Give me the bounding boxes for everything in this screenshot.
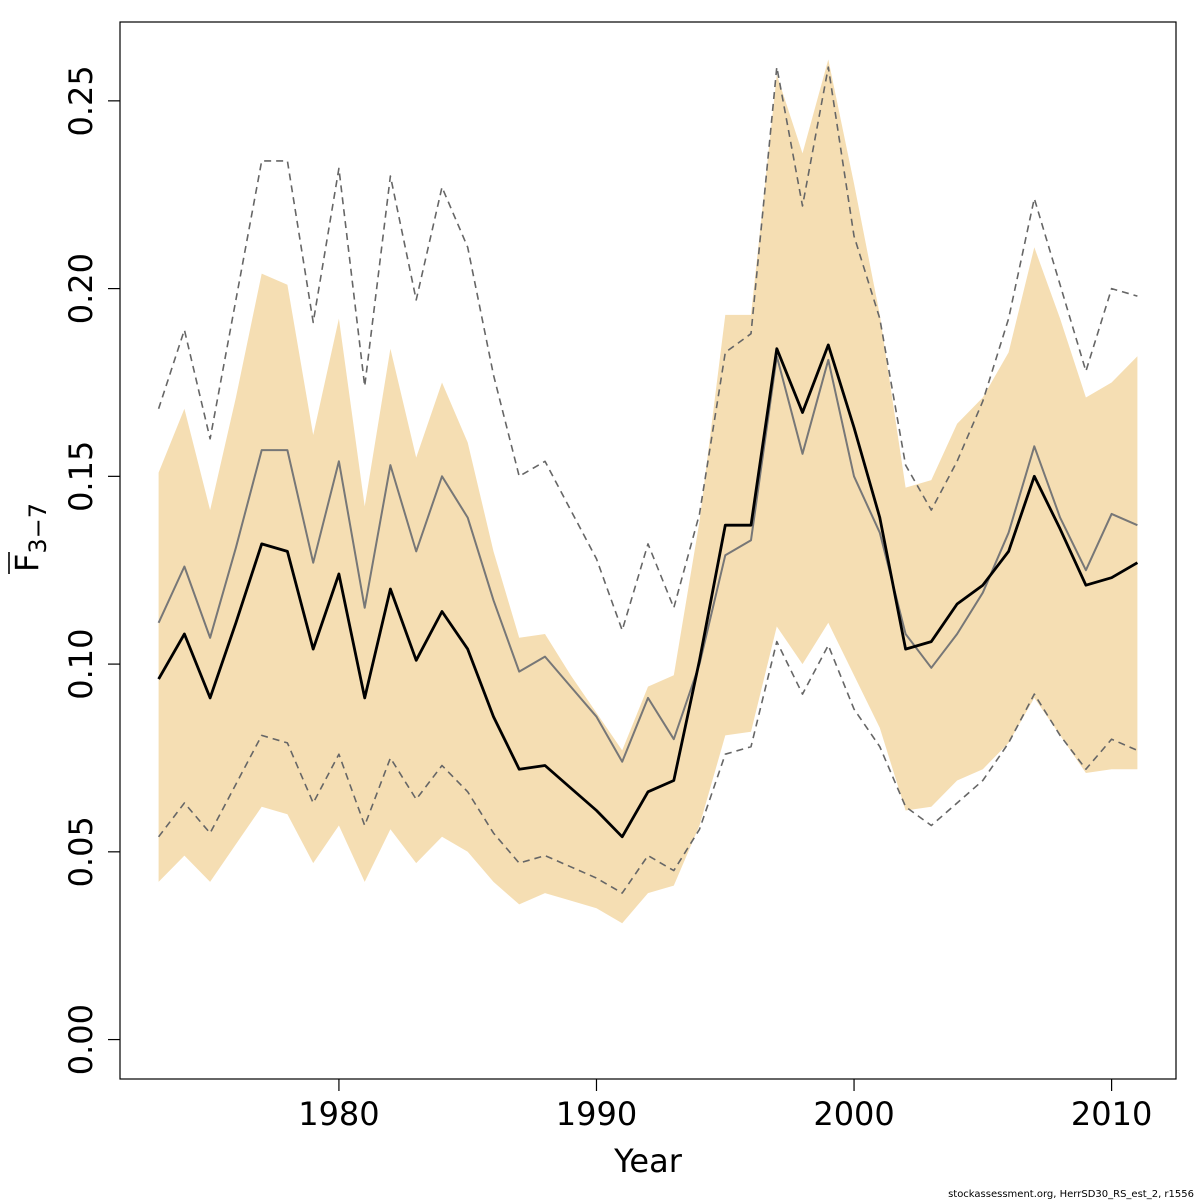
plot-frame	[119, 21, 1177, 1080]
dashed-lower-line	[157, 640, 1138, 894]
y-axis-title-subscript: 3−7	[24, 503, 52, 554]
dashed-upper-line	[157, 66, 1138, 632]
y-axis: 0.00 0.05 0.10 0.15 0.20 0.25	[62, 65, 120, 1075]
x-tick-label: 2010	[1071, 1095, 1152, 1133]
confidence-band-area	[158, 59, 1138, 924]
footer-note: stockassessment.org, HerrSD30_RS_est_2, …	[948, 1189, 1194, 1200]
y-tick-label: 0.20	[62, 253, 100, 324]
x-tick-label: 1990	[556, 1095, 637, 1133]
confidence-band	[158, 59, 1138, 924]
y-tick-label: 0.05	[62, 816, 100, 887]
grey-estimate-line	[157, 355, 1138, 763]
x-tick-label: 1980	[298, 1095, 379, 1133]
x-tick-label: 2000	[813, 1095, 894, 1133]
x-axis: 1980 1990 2000 2010	[298, 1079, 1152, 1133]
x-axis-title: Year	[613, 1142, 683, 1180]
main-estimate-line	[157, 343, 1139, 839]
series-lines	[157, 66, 1139, 894]
y-tick-label: 0.25	[62, 65, 100, 136]
y-tick-label: 0.15	[62, 441, 100, 512]
y-axis-title: F3−7	[8, 503, 52, 574]
y-tick-label: 0.00	[62, 1004, 100, 1075]
y-tick-label: 0.10	[62, 628, 100, 699]
svg-text:F3−7: F3−7	[8, 503, 52, 572]
y-axis-title-base: F	[8, 554, 46, 572]
